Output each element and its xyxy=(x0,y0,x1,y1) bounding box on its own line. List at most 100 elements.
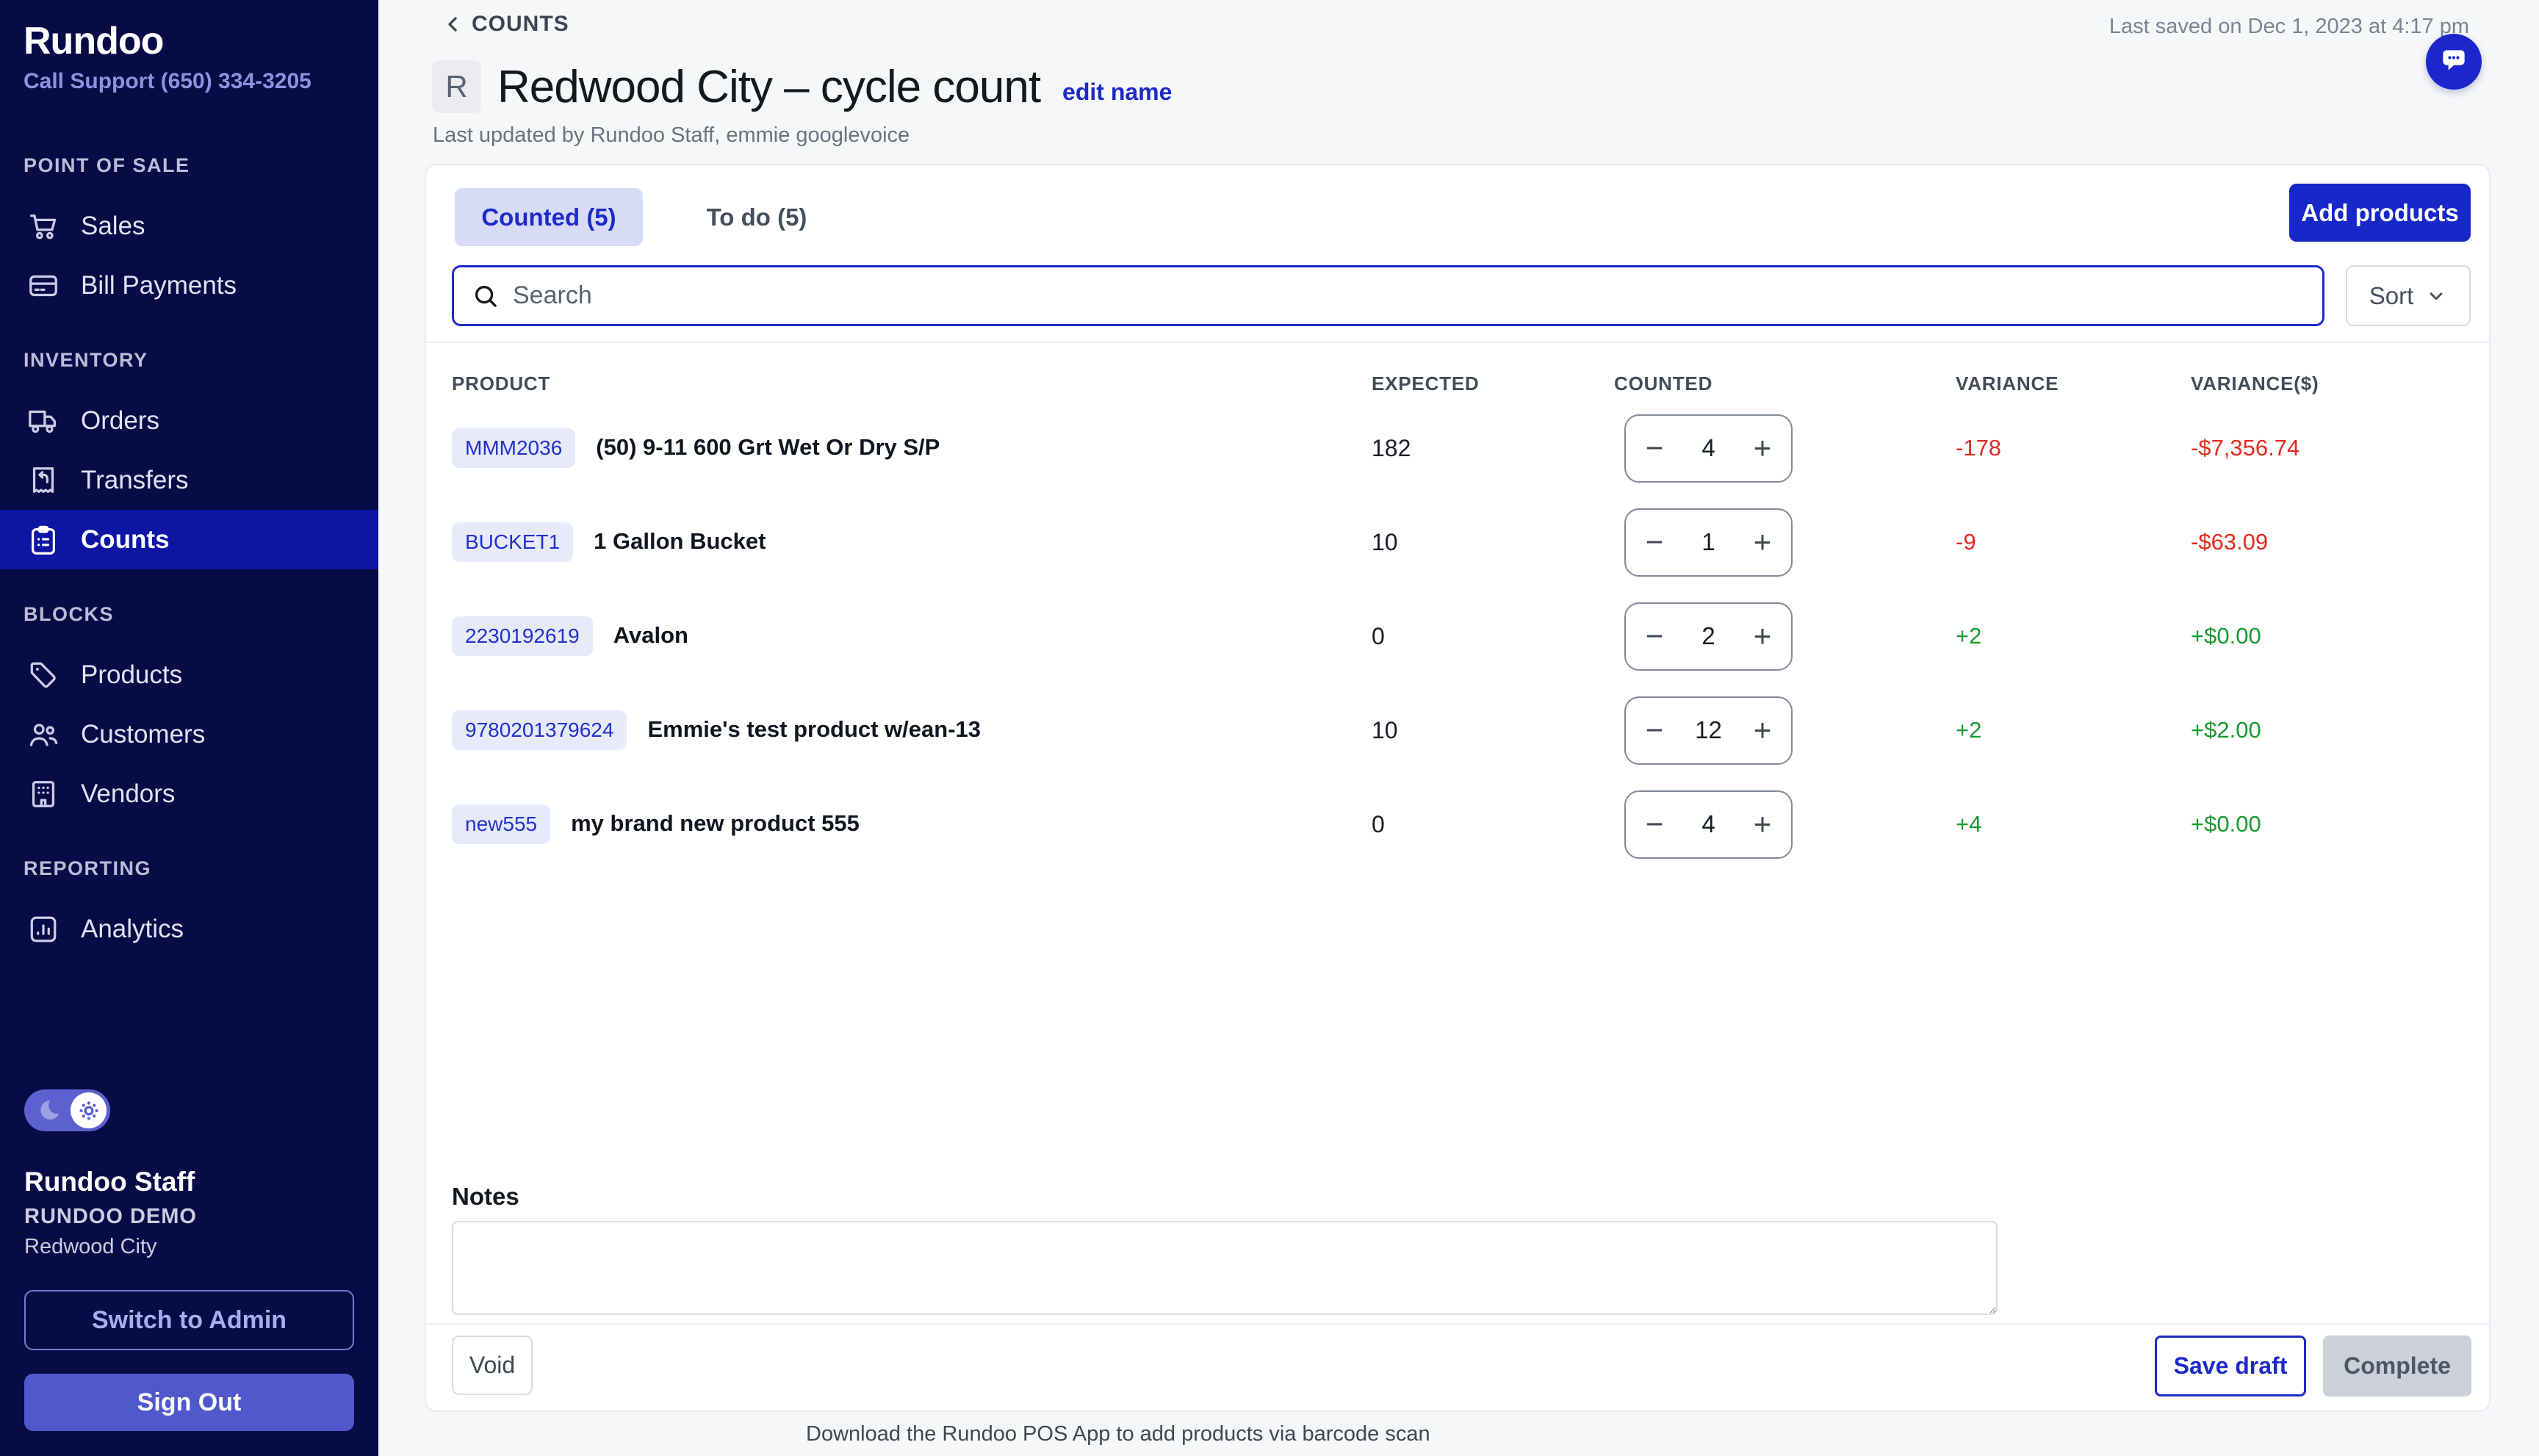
add-products-button[interactable]: Add products xyxy=(2289,184,2471,242)
user-name: Rundoo Staff xyxy=(24,1167,354,1197)
decrement-button[interactable]: − xyxy=(1633,607,1676,666)
people-icon xyxy=(26,718,60,752)
blocks-items: Products Customers Vendors xyxy=(0,645,378,823)
variance-usd-value: -$63.09 xyxy=(2191,529,2473,555)
last-updated-text: Last updated by Rundoo Staff, emmie goog… xyxy=(433,123,910,148)
save-draft-button[interactable]: Save draft xyxy=(2155,1336,2306,1396)
table-header: PRODUCT EXPECTED COUNTED VARIANCE VARIAN… xyxy=(452,372,2473,395)
chevron-left-icon xyxy=(442,13,464,35)
sku-badge[interactable]: 2230192619 xyxy=(452,616,593,656)
product-name: Avalon xyxy=(613,622,688,648)
chat-bubble-icon xyxy=(2438,46,2470,78)
sidebar-item-label: Vendors xyxy=(81,779,175,809)
product-name: my brand new product 555 xyxy=(571,810,860,836)
call-support-link[interactable]: Call Support (650) 334-3205 xyxy=(24,69,378,94)
light-mode-knob xyxy=(71,1092,107,1128)
increment-button[interactable]: + xyxy=(1741,795,1784,854)
product-cell: new555 my brand new product 555 xyxy=(452,804,1372,844)
breadcrumb-label: COUNTS xyxy=(472,12,569,37)
cart-icon xyxy=(26,209,60,243)
notes-textarea[interactable] xyxy=(452,1221,1998,1315)
col-variance-usd: VARIANCE($) xyxy=(2191,372,2473,395)
variance-usd-value: +$0.00 xyxy=(2191,811,2473,837)
sidebar-item-vendors[interactable]: Vendors xyxy=(0,764,378,823)
section-reporting: REPORTING xyxy=(24,857,378,880)
variance-value: +2 xyxy=(1956,623,2191,649)
moon-icon xyxy=(35,1097,62,1125)
search-input[interactable] xyxy=(513,281,2305,310)
decrement-button[interactable]: − xyxy=(1633,795,1676,854)
increment-button[interactable]: + xyxy=(1741,701,1784,760)
rundoo-app: { "sidebar": { "logo": "Rundoo", "suppor… xyxy=(0,0,2539,1456)
expected-value: 10 xyxy=(1372,717,1614,744)
complete-button[interactable]: Complete xyxy=(2323,1336,2471,1396)
void-button[interactable]: Void xyxy=(452,1336,533,1395)
increment-button[interactable]: + xyxy=(1741,419,1784,477)
sidebar-footer: Rundoo Staff RUNDOO DEMO Redwood City Sw… xyxy=(24,1089,354,1431)
variance-usd-value: -$7,356.74 xyxy=(2191,435,2473,461)
col-expected: EXPECTED xyxy=(1372,372,1614,395)
col-variance: VARIANCE xyxy=(1956,372,2191,395)
pos-items: Sales Bill Payments xyxy=(0,196,378,315)
building-icon xyxy=(26,777,60,811)
sidebar-item-counts[interactable]: Counts xyxy=(0,510,378,569)
sign-out-button[interactable]: Sign Out xyxy=(24,1374,354,1431)
decrement-button[interactable]: − xyxy=(1633,513,1676,572)
table-row: 2230192619 Avalon 0−2 + +2+$0.00 xyxy=(452,589,2473,683)
expected-value: 0 xyxy=(1372,623,1614,650)
counted-cell: −4 + xyxy=(1614,790,1956,859)
tab-todo[interactable]: To do (5) xyxy=(676,188,838,246)
product-name: Emmie's test product w/ean-13 xyxy=(647,716,981,742)
sidebar-item-label: Sales xyxy=(81,212,145,241)
sku-badge[interactable]: MMM2036 xyxy=(452,428,575,468)
decrement-button[interactable]: − xyxy=(1633,701,1676,760)
sku-badge[interactable]: new555 xyxy=(452,804,550,844)
sidebar-item-products[interactable]: Products xyxy=(0,645,378,704)
product-rows: MMM2036(50) 9-11 600 Grt Wet Or Dry S/P1… xyxy=(452,401,2473,871)
toolbar-divider xyxy=(426,342,2489,343)
user-location: Redwood City xyxy=(24,1235,354,1259)
sidebar-item-label: Analytics xyxy=(81,915,184,944)
sidebar-item-label: Products xyxy=(81,660,182,690)
counted-value[interactable]: 4 xyxy=(1701,810,1715,838)
sort-button[interactable]: Sort xyxy=(2346,265,2471,326)
sidebar-item-orders[interactable]: Orders xyxy=(0,391,378,450)
main-content: Last saved on Dec 1, 2023 at 4:17 pm COU… xyxy=(378,0,2539,1456)
counted-value[interactable]: 1 xyxy=(1701,528,1715,556)
sidebar-item-sales[interactable]: Sales xyxy=(0,196,378,256)
page-title: Redwood City – cycle count xyxy=(497,61,1040,113)
col-counted: COUNTED xyxy=(1614,372,1956,395)
theme-toggle[interactable] xyxy=(24,1089,110,1131)
chevron-down-icon xyxy=(2425,285,2447,307)
sidebar-item-transfers[interactable]: Transfers xyxy=(0,450,378,510)
decrement-button[interactable]: − xyxy=(1633,419,1676,477)
counted-stepper: −12 + xyxy=(1624,696,1793,765)
switch-to-admin-button[interactable]: Switch to Admin xyxy=(24,1290,354,1350)
actions-divider xyxy=(426,1323,2489,1325)
edit-name-link[interactable]: edit name xyxy=(1062,79,1172,106)
product-cell: BUCKET11 Gallon Bucket xyxy=(452,522,1372,562)
counted-value[interactable]: 12 xyxy=(1695,716,1722,744)
sidebar-item-bill-payments[interactable]: Bill Payments xyxy=(0,256,378,315)
expected-value: 0 xyxy=(1372,811,1614,838)
breadcrumb[interactable]: COUNTS xyxy=(442,12,569,37)
sidebar-item-analytics[interactable]: Analytics xyxy=(0,899,378,959)
counted-value[interactable]: 2 xyxy=(1701,622,1715,650)
increment-button[interactable]: + xyxy=(1741,513,1784,572)
counted-stepper: −4 + xyxy=(1624,790,1793,859)
table-row: MMM2036(50) 9-11 600 Grt Wet Or Dry S/P1… xyxy=(452,401,2473,495)
sidebar-item-label: Customers xyxy=(81,720,205,749)
credit-card-icon xyxy=(26,269,60,303)
sku-badge[interactable]: BUCKET1 xyxy=(452,522,573,562)
sku-badge[interactable]: 9780201379624 xyxy=(452,710,627,750)
sidebar-item-customers[interactable]: Customers xyxy=(0,704,378,764)
variance-usd-value: +$0.00 xyxy=(2191,623,2473,649)
counted-cell: −12 + xyxy=(1614,696,1956,765)
tab-counted[interactable]: Counted (5) xyxy=(455,188,643,246)
counted-value[interactable]: 4 xyxy=(1701,434,1715,462)
chat-button[interactable] xyxy=(2426,34,2482,90)
section-point-of-sale: POINT OF SALE xyxy=(24,154,378,177)
product-cell: 9780201379624 Emmie's test product w/ean-… xyxy=(452,710,1372,750)
increment-button[interactable]: + xyxy=(1741,607,1784,666)
reporting-items: Analytics xyxy=(0,899,378,959)
